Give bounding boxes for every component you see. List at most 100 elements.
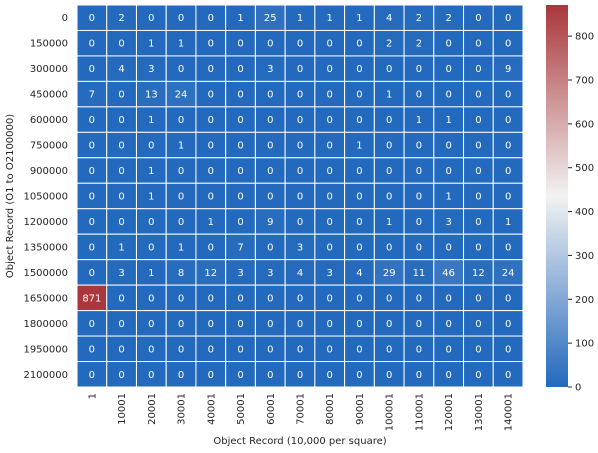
heatmap-cell <box>106 361 137 388</box>
y-tick-label: 450000 <box>30 90 68 101</box>
cell-value-label: 0 <box>327 192 333 203</box>
cell-value-label: 0 <box>148 13 154 24</box>
heatmap-cell <box>225 131 256 159</box>
cell-value-label: 0 <box>356 293 362 304</box>
x-tick-label: 10001 <box>117 393 128 425</box>
y-tick-label: 2100000 <box>23 370 68 381</box>
heatmap-cell <box>225 55 256 82</box>
heatmap-cell <box>373 208 405 235</box>
cell-value-label: 0 <box>178 344 184 355</box>
cell-value-label: 0 <box>237 217 243 228</box>
cell-value-label: 0 <box>89 192 95 203</box>
heatmap-cell <box>225 361 256 388</box>
heatmap-cell <box>165 361 197 388</box>
cell-value-label: 0 <box>356 344 362 355</box>
cell-value-label: 0 <box>148 344 154 355</box>
colorbar <box>546 5 568 387</box>
y-tick-label: 1950000 <box>23 344 68 355</box>
cell-value-label: 0 <box>356 319 362 330</box>
heatmap-cell <box>254 29 286 57</box>
y-tick-label: 1050000 <box>23 192 68 203</box>
cell-value-label: 0 <box>208 90 214 101</box>
cell-value-label: 0 <box>267 344 273 355</box>
heatmap-cell <box>135 182 167 210</box>
x-tick-label: 1 <box>87 393 98 399</box>
heatmap-cell <box>373 80 405 108</box>
cell-value-label: 0 <box>267 242 273 253</box>
colorbar-tick-label: 500 <box>575 163 594 174</box>
heatmap-cell <box>314 106 346 133</box>
cell-value-label: 1 <box>445 115 451 126</box>
cell-value-label: 0 <box>178 293 184 304</box>
heatmap-cell <box>76 208 108 235</box>
heatmap-cell <box>403 4 435 31</box>
cell-value-label: 0 <box>475 13 481 24</box>
cell-value-label: 0 <box>475 293 481 304</box>
heatmap-cell <box>284 208 316 235</box>
heatmap-cell <box>165 106 197 133</box>
cell-value-label: 0 <box>148 141 154 152</box>
cell-value-label: 0 <box>208 39 214 50</box>
cell-value-label: 0 <box>148 293 154 304</box>
y-tick-label: 750000 <box>30 141 68 152</box>
colorbar-tick-label: 400 <box>575 207 594 218</box>
heatmap-cell <box>225 157 256 184</box>
cell-value-label: 0 <box>386 242 392 253</box>
heatmap-cell <box>433 157 465 184</box>
heatmap-cell <box>433 361 465 388</box>
cell-value-label: 0 <box>327 293 333 304</box>
heatmap-cell <box>76 29 108 57</box>
cell-value-label: 0 <box>416 217 422 228</box>
heatmap-cell <box>492 182 524 210</box>
heatmap-cell <box>344 182 375 210</box>
heatmap-cell <box>492 259 524 286</box>
cell-value-label: 0 <box>416 344 422 355</box>
heatmap-cell <box>284 284 316 312</box>
y-tick-labels: 0 150000 300000 450000 600000 750000 900000 105… <box>23 13 68 381</box>
cell-value-label: 11 <box>413 268 426 279</box>
cell-value-label: 1 <box>386 90 392 101</box>
heatmap-cell <box>165 80 197 108</box>
cell-value-label: 1 <box>237 13 243 24</box>
heatmap-cell <box>433 131 465 159</box>
heatmap-cell <box>492 29 524 57</box>
x-tick-labels: 1 10001 20001 30001 40001 50001 60001 70001 8000… <box>87 393 514 431</box>
cell-value-label: 0 <box>118 344 124 355</box>
cell-value-label: 1 <box>178 39 184 50</box>
heatmap-cell <box>135 284 167 312</box>
cell-value-label: 0 <box>386 115 392 126</box>
cell-value-label: 0 <box>297 293 303 304</box>
heatmap-cell <box>106 29 137 57</box>
heatmap-cell <box>463 106 494 133</box>
cell-value-label: 3 <box>118 268 124 279</box>
heatmap-cell <box>106 335 137 363</box>
y-tick-label: 600000 <box>30 115 68 126</box>
cell-value-label: 3 <box>445 217 451 228</box>
cell-value-label: 0 <box>475 217 481 228</box>
cell-value-label: 4 <box>356 268 362 279</box>
cell-value-label: 0 <box>297 319 303 330</box>
heatmap-cell <box>463 29 494 57</box>
heatmap-cell <box>106 310 137 337</box>
heatmap-cell <box>344 259 375 286</box>
cell-value-label: 0 <box>386 344 392 355</box>
cell-value-label: 25 <box>264 13 277 24</box>
cell-value-label: 0 <box>178 64 184 75</box>
heatmap-cell <box>76 335 108 363</box>
cell-value-label: 0 <box>208 344 214 355</box>
cell-value-label: 1 <box>148 115 154 126</box>
cell-value-label: 0 <box>237 192 243 203</box>
cell-value-label: 0 <box>327 64 333 75</box>
colorbar-tick-label: 700 <box>575 75 594 86</box>
cell-value-label: 0 <box>475 115 481 126</box>
heatmap-cell <box>403 29 435 57</box>
cell-value-label: 0 <box>327 217 333 228</box>
cell-value-label: 0 <box>118 141 124 152</box>
cell-value-label: 0 <box>89 370 95 381</box>
cell-value-label: 0 <box>327 39 333 50</box>
cell-value-label: 0 <box>237 64 243 75</box>
cell-value-label: 0 <box>178 319 184 330</box>
cell-value-label: 1 <box>386 217 392 228</box>
cell-value-label: 9 <box>505 64 511 75</box>
